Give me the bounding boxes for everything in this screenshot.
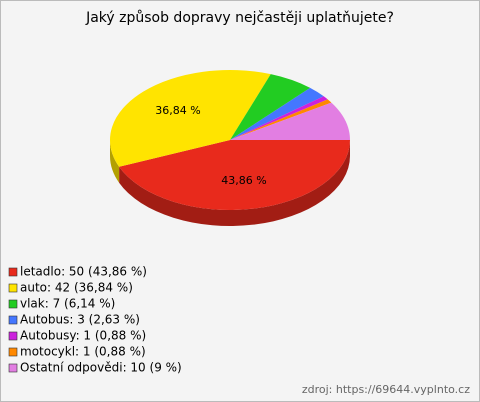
- slice-side: [110, 140, 120, 183]
- slice: [230, 96, 328, 140]
- legend-label: Ostatní odpovědi: 10 (9 %): [20, 361, 182, 375]
- legend-swatch: [8, 363, 18, 373]
- source: zdroj: https://69644.vyplnto.cz: [302, 383, 470, 396]
- slice: [230, 87, 324, 140]
- legend-label: vlak: 7 (6,14 %): [20, 297, 115, 311]
- legend-label: letadlo: 50 (43,86 %): [20, 265, 147, 279]
- slice: [119, 140, 351, 210]
- legend-swatch: [8, 331, 18, 341]
- legend-swatch: [8, 283, 18, 293]
- legend-swatch: [8, 315, 18, 325]
- legend-swatch: [8, 299, 18, 309]
- legend-label: Autobusy: 1 (0,88 %): [20, 329, 146, 343]
- slice: [230, 99, 332, 140]
- chart-title: Jaký způsob dopravy nejčastěji uplatňuje…: [85, 10, 394, 26]
- legend-label: auto: 42 (36,84 %): [20, 281, 133, 295]
- value-label: 36,84 %: [155, 104, 200, 117]
- legend-swatch: [8, 347, 18, 357]
- legend-label: motocykl: 1 (0,88 %): [20, 345, 146, 359]
- legend-label: Autobus: 3 (2,63 %): [20, 313, 140, 327]
- slice: [230, 102, 350, 140]
- slice: [230, 74, 311, 140]
- slice: [110, 70, 271, 167]
- value-label: 43,86 %: [221, 174, 266, 187]
- slice-side: [119, 140, 351, 226]
- legend-swatch: [8, 267, 18, 277]
